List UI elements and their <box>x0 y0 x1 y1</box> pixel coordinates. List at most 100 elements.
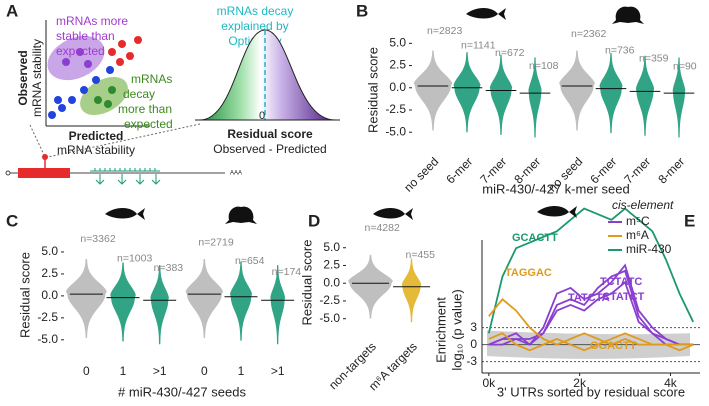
x-tick-label: 0 <box>201 364 208 378</box>
x-axis-label: # miR-430/-427 seeds <box>118 384 246 399</box>
label: explained by <box>221 19 288 33</box>
axis-label: Observed - Predicted <box>213 142 326 156</box>
y-tick-label: -5.0 <box>37 332 58 346</box>
y-axis-label: log₁₀ (p value) <box>449 289 464 370</box>
violin <box>347 254 394 319</box>
dot <box>94 96 102 104</box>
stable-blob <box>47 35 105 81</box>
y-tick-label: 0.0 <box>41 288 58 302</box>
count-label: n=174 <box>272 266 302 278</box>
count-label: n=3362 <box>80 233 115 245</box>
series-line <box>488 332 694 352</box>
count-label: n=2823 <box>427 25 462 37</box>
violin <box>150 265 169 345</box>
more-stable-text: mRNAs more stable than expected <box>56 14 128 58</box>
violin <box>528 57 542 138</box>
motif-label: GCACTT <box>512 232 558 244</box>
violin <box>110 262 136 342</box>
violin <box>65 258 107 339</box>
y-tick-label: 2.5 <box>41 266 58 280</box>
count-label: n=672 <box>495 47 525 59</box>
count-label: n=654 <box>235 255 265 267</box>
axis-label: Residual score <box>227 127 313 141</box>
label: 0 <box>259 110 265 122</box>
cds <box>18 168 70 178</box>
legend-label: m⁶A <box>626 228 649 242</box>
dot <box>62 58 70 66</box>
violin <box>489 54 513 135</box>
seeds <box>90 168 161 185</box>
legend-label: miR-430 <box>626 242 672 256</box>
count-label: n=2362 <box>571 28 606 40</box>
label: expected <box>124 117 173 131</box>
count-label: n=383 <box>154 262 184 274</box>
label: decay <box>123 87 155 101</box>
x-tick-label: 0 <box>83 364 90 378</box>
panel-letter: E <box>684 211 695 230</box>
cap <box>5 170 11 176</box>
y-tick-label: 0 <box>470 337 477 351</box>
y-tick-label: -2.5 <box>385 102 406 116</box>
motif-label: TAGGAC <box>505 267 552 279</box>
x-axis-label: 3' UTRs sorted by residual score <box>497 384 685 399</box>
count-label: n=1141 <box>461 39 496 51</box>
legend-label: m⁵C <box>626 214 650 228</box>
label: mRNAs more <box>56 14 128 28</box>
y-tick-label: 5.0 <box>41 244 58 258</box>
x-tick-label: 4k <box>664 376 678 390</box>
count-label: n=1003 <box>117 252 152 264</box>
decay-blob <box>80 77 128 115</box>
violin <box>599 53 623 134</box>
y-axis-label: Residual score <box>17 252 32 338</box>
violin <box>270 265 286 345</box>
series-line <box>487 207 694 334</box>
count-label: n=2719 <box>198 236 233 248</box>
x-tick-label: >1 <box>271 364 285 378</box>
count-label: n=359 <box>639 53 669 65</box>
fish-icon <box>105 208 145 220</box>
label: more than <box>118 102 172 116</box>
panel-a: A Observed mRNA stability Predicted mRNA… <box>5 1 340 185</box>
dot <box>76 48 84 56</box>
dot <box>104 100 112 108</box>
residual-curve <box>199 29 336 121</box>
count-label: n=90 <box>673 61 697 73</box>
axis-label: Predicted <box>69 129 124 143</box>
marker <box>42 154 48 160</box>
connector <box>29 124 46 158</box>
dot <box>84 60 92 68</box>
y-axis-label: Enrichment <box>433 297 448 363</box>
motif-label: CTATCT <box>602 291 645 303</box>
x-tick-label: 1 <box>120 364 127 378</box>
y-tick-label: -3 <box>466 354 477 368</box>
violin <box>672 57 686 138</box>
y-axis-label: Residual score <box>299 240 314 326</box>
violin <box>413 50 453 131</box>
fish-icon <box>466 8 506 20</box>
y-tick-label: 0.0 <box>323 275 340 289</box>
violin <box>453 52 481 133</box>
count-label: n=108 <box>529 60 559 72</box>
y-tick-label: 0.0 <box>389 80 406 94</box>
x-axis-label: miR-430/-427 k-mer seed <box>482 181 629 196</box>
panel-letter: A <box>6 1 18 20</box>
count-label: n=736 <box>605 45 635 57</box>
x-tick-label: 1 <box>238 364 245 378</box>
dot <box>108 86 116 94</box>
connector <box>47 123 201 158</box>
violin <box>185 258 224 339</box>
panel-letter: C <box>6 211 18 230</box>
series-line <box>488 269 694 346</box>
x-tick-label: 8-mer <box>655 154 687 186</box>
axis-label: Observed <box>16 50 30 105</box>
label: stable than <box>56 29 115 43</box>
y-tick-label: 5.0 <box>389 36 406 50</box>
x-tick-label: 0k <box>482 376 496 390</box>
motif-label: TCTATC <box>600 276 642 288</box>
fish-icon <box>537 206 577 218</box>
y-tick-label: -5.0 <box>385 124 406 138</box>
x-tick-label: 2k <box>573 376 587 390</box>
label: mRNAs <box>131 72 172 86</box>
x-tick-label: 6-mer <box>443 154 475 186</box>
